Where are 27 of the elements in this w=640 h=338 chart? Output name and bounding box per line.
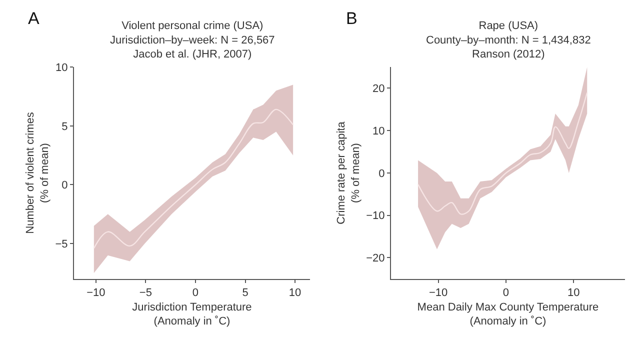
y-axis-title: Crime rate per capita (% of mean): [335, 120, 362, 224]
line-series: [417, 92, 588, 215]
y-tick-label: −20: [366, 252, 385, 265]
x-axis-title: Mean Daily Max County Temperature (Anomaly in ˚C): [417, 301, 599, 328]
y-tick-label: 10: [56, 62, 68, 74]
y-tick-label: 20: [372, 83, 385, 96]
x-tick-label: −5: [139, 287, 152, 300]
y-axis-title: Number of violent crimes (% of mean): [24, 112, 51, 234]
chart-title: Rape (USA) County–by–month: N = 1,434,832 Ranson (2012): [426, 20, 591, 61]
y-tick-label: 0: [62, 180, 68, 192]
y-tick-label: −5: [55, 238, 68, 250]
x-tick-label: −10: [86, 287, 106, 300]
x-axis-title: Jurisdiction Temperature (Anomaly in ˚C): [132, 301, 252, 328]
x-tick-label: 0: [502, 287, 510, 300]
text: B: [346, 9, 358, 28]
y-tick-label: 0: [378, 168, 385, 180]
x-tick-label: 10: [288, 287, 302, 300]
y-tick-label: 10: [372, 125, 385, 138]
x-tick-label: −10: [429, 287, 448, 300]
x-tick-label: 5: [242, 287, 248, 300]
text: A: [28, 9, 40, 28]
y-tick-label: −10: [366, 210, 385, 222]
line-series: [93, 108, 294, 249]
chart-title: Violent personal crime (USA) Jurisdiction–by–week: N = 26,567 Jacob et al. (JHR, 2007): [110, 20, 275, 61]
x-tick-label: 10: [567, 287, 580, 300]
y-tick-label: 5: [62, 120, 68, 133]
x-tick-label: 0: [192, 287, 199, 300]
